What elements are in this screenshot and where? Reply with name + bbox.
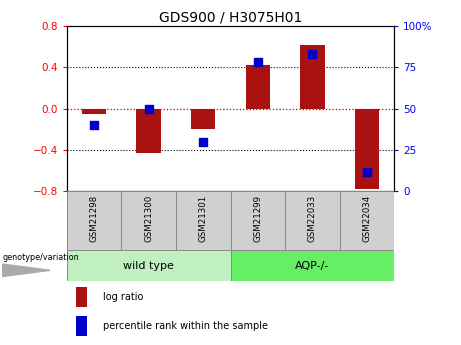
Bar xyxy=(285,191,340,250)
Text: genotype/variation: genotype/variation xyxy=(3,253,79,263)
Text: GSM22034: GSM22034 xyxy=(362,195,372,242)
Text: AQP-/-: AQP-/- xyxy=(295,261,330,270)
Text: log ratio: log ratio xyxy=(103,293,143,303)
Bar xyxy=(67,191,121,250)
Text: GSM21299: GSM21299 xyxy=(253,195,262,242)
Point xyxy=(309,51,316,57)
Bar xyxy=(340,191,394,250)
Bar xyxy=(82,109,106,114)
Bar xyxy=(76,287,87,307)
Text: GSM21300: GSM21300 xyxy=(144,195,153,242)
Text: GSM21301: GSM21301 xyxy=(199,195,208,242)
Title: GDS900 / H3075H01: GDS900 / H3075H01 xyxy=(159,11,302,25)
Bar xyxy=(230,191,285,250)
Point xyxy=(363,169,371,174)
Point xyxy=(145,106,152,111)
Point xyxy=(254,60,261,65)
Text: GSM21298: GSM21298 xyxy=(89,195,99,242)
Bar xyxy=(136,109,161,153)
Polygon shape xyxy=(3,264,50,277)
Bar xyxy=(230,250,394,281)
Bar xyxy=(355,109,379,189)
Bar xyxy=(67,250,230,281)
Bar xyxy=(300,45,325,109)
Text: GSM22033: GSM22033 xyxy=(308,195,317,242)
Bar xyxy=(121,191,176,250)
Text: wild type: wild type xyxy=(123,261,174,270)
Point xyxy=(90,122,98,128)
Bar xyxy=(76,316,87,336)
Bar xyxy=(246,65,270,109)
Text: percentile rank within the sample: percentile rank within the sample xyxy=(103,321,268,331)
Bar xyxy=(191,109,215,129)
Point xyxy=(200,139,207,145)
Bar xyxy=(176,191,230,250)
